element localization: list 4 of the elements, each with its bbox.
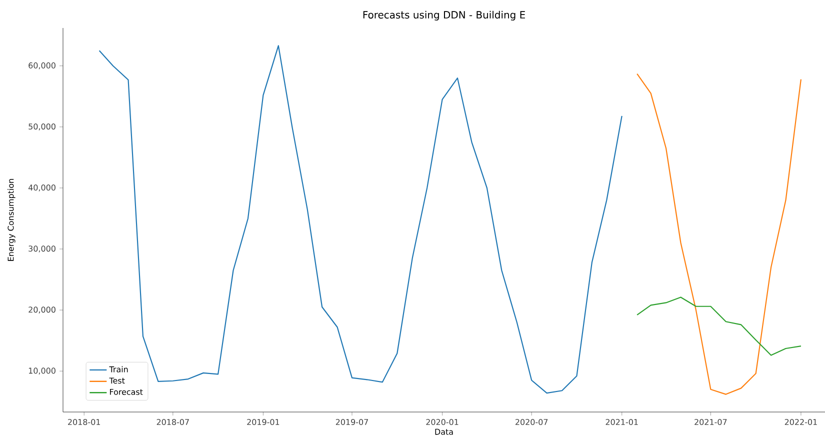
line-series	[98, 45, 622, 394]
line-series	[636, 73, 802, 395]
line-series	[636, 296, 802, 356]
chart-title: Forecasts using DDN - Building E	[363, 10, 525, 21]
